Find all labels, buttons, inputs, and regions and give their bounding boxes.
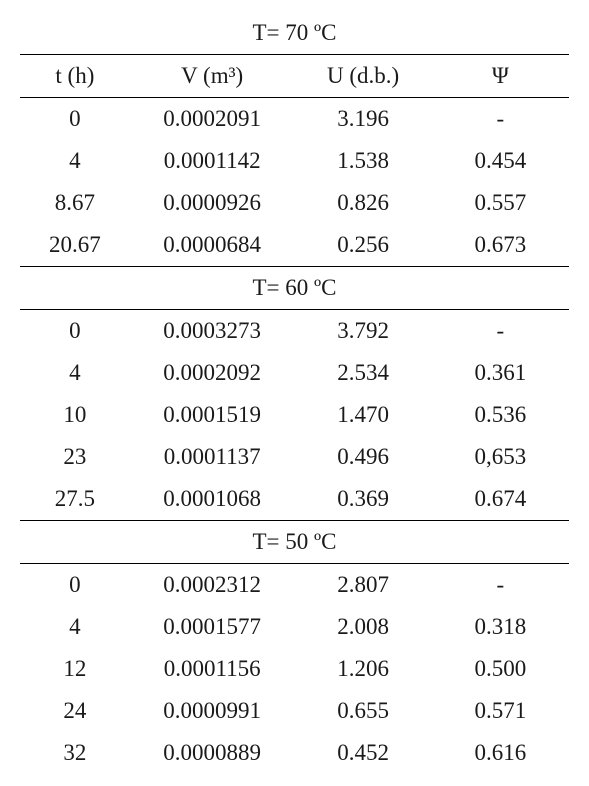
table-row: 32 0.0000889 0.452 0.616 [20, 732, 569, 774]
cell-psi: 0.361 [432, 352, 569, 394]
cell-t: 0 [20, 98, 130, 141]
cell-psi: 0.674 [432, 478, 569, 521]
table-row: 0 0.0003273 3.792 - [20, 310, 569, 353]
cell-t: 0 [20, 310, 130, 353]
table-row: 0 0.0002091 3.196 - [20, 98, 569, 141]
table-row: 24 0.0000991 0.655 0.571 [20, 690, 569, 732]
cell-u: 0.452 [294, 732, 431, 774]
cell-u: 3.196 [294, 98, 431, 141]
cell-t: 27.5 [20, 478, 130, 521]
cell-v: 0.0001577 [130, 606, 295, 648]
cell-u: 0.655 [294, 690, 431, 732]
col-header-psi: Ψ [432, 55, 569, 98]
cell-psi: 0,653 [432, 436, 569, 478]
cell-psi: 0.673 [432, 224, 569, 267]
cell-psi: 0.571 [432, 690, 569, 732]
cell-psi: - [432, 98, 569, 141]
table-row: 27.5 0.0001068 0.369 0.674 [20, 478, 569, 521]
cell-u: 0.256 [294, 224, 431, 267]
cell-psi: 0.557 [432, 182, 569, 224]
section-header: T= 60 ºC [20, 267, 569, 310]
cell-v: 0.0001519 [130, 394, 295, 436]
cell-u: 2.534 [294, 352, 431, 394]
column-headers-row: t (h) V (m³) U (d.b.) Ψ [20, 55, 569, 98]
table-row: 12 0.0001156 1.206 0.500 [20, 648, 569, 690]
cell-u: 1.206 [294, 648, 431, 690]
section-header: T= 70 ºC [20, 12, 569, 55]
cell-v: 0.0000889 [130, 732, 295, 774]
table-row: 23 0.0001137 0.496 0,653 [20, 436, 569, 478]
cell-v: 0.0002092 [130, 352, 295, 394]
col-header-v: V (m³) [130, 55, 295, 98]
table-row: 20.67 0.0000684 0.256 0.673 [20, 224, 569, 267]
cell-v: 0.0002091 [130, 98, 295, 141]
table-row: 0 0.0002312 2.807 - [20, 564, 569, 607]
table-row: 10 0.0001519 1.470 0.536 [20, 394, 569, 436]
cell-u: 0.826 [294, 182, 431, 224]
cell-t: 4 [20, 140, 130, 182]
cell-u: 0.369 [294, 478, 431, 521]
cell-t: 32 [20, 732, 130, 774]
cell-v: 0.0003273 [130, 310, 295, 353]
cell-psi: 0.616 [432, 732, 569, 774]
cell-t: 0 [20, 564, 130, 607]
cell-v: 0.0001137 [130, 436, 295, 478]
section-title: T= 60 ºC [20, 267, 569, 310]
cell-psi: 0.536 [432, 394, 569, 436]
col-header-u: U (d.b.) [294, 55, 431, 98]
cell-u: 2.807 [294, 564, 431, 607]
cell-v: 0.0002312 [130, 564, 295, 607]
cell-psi: - [432, 310, 569, 353]
cell-v: 0.0000684 [130, 224, 295, 267]
cell-u: 1.538 [294, 140, 431, 182]
cell-t: 23 [20, 436, 130, 478]
cell-psi: 0.318 [432, 606, 569, 648]
data-table: T= 70 ºC t (h) V (m³) U (d.b.) Ψ 0 0.000… [20, 12, 569, 774]
section-title: T= 50 ºC [20, 521, 569, 564]
table-row: 8.67 0.0000926 0.826 0.557 [20, 182, 569, 224]
section-header: T= 50 ºC [20, 521, 569, 564]
cell-v: 0.0001142 [130, 140, 295, 182]
cell-psi: 0.454 [432, 140, 569, 182]
cell-t: 8.67 [20, 182, 130, 224]
cell-t: 4 [20, 606, 130, 648]
cell-u: 0.496 [294, 436, 431, 478]
cell-v: 0.0000926 [130, 182, 295, 224]
cell-psi: - [432, 564, 569, 607]
cell-t: 24 [20, 690, 130, 732]
section-title: T= 70 ºC [20, 12, 569, 55]
cell-v: 0.0001156 [130, 648, 295, 690]
cell-u: 3.792 [294, 310, 431, 353]
cell-v: 0.0001068 [130, 478, 295, 521]
table-row: 4 0.0002092 2.534 0.361 [20, 352, 569, 394]
cell-t: 4 [20, 352, 130, 394]
col-header-t: t (h) [20, 55, 130, 98]
cell-t: 12 [20, 648, 130, 690]
cell-t: 20.67 [20, 224, 130, 267]
table-row: 4 0.0001142 1.538 0.454 [20, 140, 569, 182]
cell-u: 2.008 [294, 606, 431, 648]
cell-v: 0.0000991 [130, 690, 295, 732]
cell-psi: 0.500 [432, 648, 569, 690]
table-row: 4 0.0001577 2.008 0.318 [20, 606, 569, 648]
cell-t: 10 [20, 394, 130, 436]
cell-u: 1.470 [294, 394, 431, 436]
